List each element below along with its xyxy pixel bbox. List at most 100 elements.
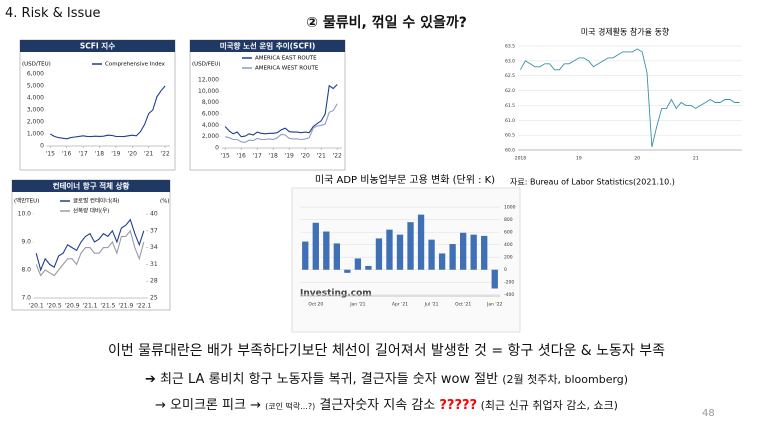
bar [407, 222, 414, 270]
y2-tick-label: 28 [150, 278, 158, 285]
bar [323, 231, 330, 270]
text: (코인 떡락...?) [265, 402, 316, 411]
bar [396, 234, 404, 270]
chart-title: 미국향 노선 운임 추이(SCFI) [220, 41, 316, 51]
x-tick-label: Apr '21 [392, 302, 408, 308]
bar [354, 258, 362, 270]
text: (최근 신규 취업자 감소, 쇼크) [477, 399, 618, 412]
y-tick-label: 4,000 [202, 122, 219, 129]
series-line [50, 85, 166, 140]
chart-title: 미국 경제활동 참가율 동향 [581, 27, 670, 37]
charts: SCFI 지수 (USD/TEU) 0 1,000 2,000 3,000 4,000 5,0… [11, 27, 742, 333]
y-tick-label: 4,000 [27, 95, 44, 102]
y-tick-label: 0 [215, 145, 219, 152]
y-tick-label: -200 [504, 280, 514, 286]
series-line [520, 48, 740, 148]
y-tick-label: 9.0 [21, 239, 31, 246]
x-tick-label: '15 [46, 151, 55, 158]
x-tick-label: '15 [221, 153, 230, 160]
emphasis: ????? [439, 398, 478, 413]
series-line [224, 84, 338, 138]
bar [449, 244, 456, 270]
y2-tick-label: 40 [150, 211, 158, 218]
y-axis-label: (USD/TEU) [22, 62, 51, 68]
page-number: 48 [702, 408, 715, 419]
x-tick-label: '20.5 [47, 303, 62, 310]
x-tick-label: '21 [317, 153, 326, 160]
y-tick-label: 63.0 [505, 58, 515, 64]
title-bar [12, 180, 170, 192]
y-tick-label: 12,000 [198, 77, 219, 84]
x-tick-label: '20.1 [29, 303, 44, 310]
y-tick-label: -400 [504, 292, 514, 298]
y-tick-label: 8.0 [21, 267, 31, 274]
section-label: 4. Risk & Issue [5, 6, 101, 21]
text: 이번 물류대란은 배가 부족하다기보단 체선이 길어져서 발생한 것 = 항구 … [107, 343, 666, 359]
legend-label: AMERICA WEST ROUTE [255, 66, 319, 72]
bar [428, 239, 435, 270]
x-tick-label: 2018 [515, 156, 527, 162]
text: ➔ 최근 LA 롱비치 항구 노동자들 복귀, 결근자들 숫자 wow 절반 [144, 372, 503, 387]
x-tick-label: Jan '22 [486, 302, 502, 308]
bar [460, 232, 467, 270]
y-tick-label: 2,000 [202, 133, 219, 140]
body-line: ➔ 최근 LA 롱비치 항구 노동자들 복귀, 결근자들 숫자 wow 절반 (… [0, 368, 773, 387]
y-tick-label: 62.0 [505, 88, 515, 94]
series-line [35, 229, 145, 277]
x-tick-label: '21.5 [100, 303, 115, 310]
bar [375, 238, 383, 270]
bar [365, 265, 372, 270]
bar [417, 214, 425, 270]
y-tick-label: 60.0 [505, 148, 515, 154]
y-tick-label: 60.5 [505, 133, 515, 139]
legend-label: 글로벌 컨테이너(좌) [73, 197, 120, 205]
y-tick-label: 2,000 [27, 119, 44, 126]
x-tick-label: '20 [301, 153, 310, 160]
x-tick-label: '18 [95, 151, 104, 158]
y2-tick-label: 37 [150, 227, 158, 234]
y-tick-label: 1,000 [27, 131, 44, 138]
y2-tick-label: 25 [150, 295, 158, 302]
x-tick-label: Jul '21 [424, 302, 439, 308]
series-line [35, 218, 145, 272]
y-tick-label: 10.0 [18, 211, 32, 218]
y2-tick-label: 34 [150, 244, 158, 251]
chart-title: 컨테이너 항구 적체 상황 [53, 181, 130, 191]
chart-title: SCFI 지수 [80, 41, 115, 51]
text: (2월 첫주차, bloomberg) [502, 373, 629, 386]
y-tick-label: 6,000 [27, 71, 44, 78]
x-tick-label: Jan '21 [349, 302, 365, 308]
y-tick-label: 600 [504, 230, 513, 236]
source: 자료: Bureau of Labor Statistics(2021.10.) [510, 178, 675, 187]
x-tick-label: '21.1 [82, 303, 97, 310]
title-bar [190, 40, 345, 52]
x-tick-label: Oct '21 [455, 302, 471, 308]
bar [333, 243, 340, 270]
y-tick-label: 3,000 [27, 107, 44, 114]
text: 결근자숫자 지속 감소 [315, 398, 440, 413]
x-tick-label: '20.9 [65, 303, 80, 310]
y-tick-label: 62.5 [505, 73, 515, 79]
x-tick-label: Oct 20 [308, 302, 323, 308]
bar [344, 269, 351, 273]
y-tick-label: 10,000 [198, 88, 219, 95]
x-tick-label: '22.1 [136, 303, 151, 310]
title-bar [20, 40, 175, 52]
legend-label: 선복량 대비(우) [73, 207, 109, 215]
body-line: → 오미크론 피크 → (코인 떡락...?) 결근자숫자 지속 감소 ????… [0, 394, 773, 413]
y-tick-label: 61.5 [505, 103, 515, 109]
y-axis-label: (USD/FEU) [192, 62, 221, 68]
series-line [225, 103, 338, 143]
bar [491, 269, 498, 289]
x-tick-label: '20 [128, 151, 137, 158]
x-tick-label: '18 [269, 153, 278, 160]
bar [481, 235, 488, 270]
y-tick-label: 0 [40, 143, 44, 150]
bar [302, 241, 309, 270]
y-tick-label: 1000 [504, 205, 516, 211]
y-tick-label: 400 [504, 242, 513, 248]
bar [312, 222, 319, 270]
bar [386, 229, 393, 270]
y-tick-label: 63.5 [505, 44, 515, 50]
